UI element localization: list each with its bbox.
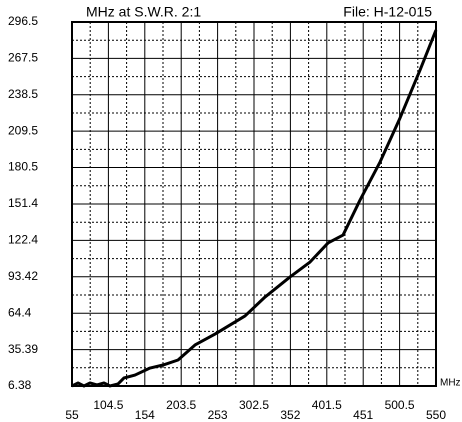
- x-tick-label: 104.5: [93, 398, 123, 412]
- y-tick-label: 122.4: [8, 233, 38, 247]
- chart-subtitle: File: H-12-015: [343, 4, 432, 20]
- y-tick-label: 93.42: [8, 269, 38, 283]
- y-tick-label: 296.5: [8, 14, 38, 28]
- x-tick-label: 550: [426, 408, 446, 422]
- y-tick-label: 238.5: [8, 87, 38, 101]
- y-tick-label: 267.5: [8, 51, 38, 65]
- y-tick-label: 151.4: [8, 196, 38, 210]
- y-tick-label: 180.5: [8, 160, 38, 174]
- x-tick-label: 55: [65, 408, 79, 422]
- x-tick-label: 154: [135, 408, 155, 422]
- x-tick-label: 203.5: [166, 398, 196, 412]
- y-tick-label: 6.38: [8, 378, 32, 392]
- x-tick-label: 253: [208, 408, 228, 422]
- y-tick-label: 64.4: [8, 305, 32, 319]
- x-tick-label: 302.5: [239, 398, 269, 412]
- x-tick-label: 500.5: [385, 398, 415, 412]
- x-tick-label: 352: [280, 408, 300, 422]
- data-line: [71, 29, 438, 388]
- y-tick-label: 35.39: [8, 342, 38, 356]
- x-tick-label: 451: [353, 408, 373, 422]
- plot-frame: [71, 21, 437, 387]
- chart-title: MHz at S.W.R. 2:1: [86, 4, 201, 20]
- y-tick-label: 209.5: [8, 123, 38, 137]
- x-tick-label: 401.5: [312, 398, 342, 412]
- x-axis-label: MHz: [440, 378, 461, 389]
